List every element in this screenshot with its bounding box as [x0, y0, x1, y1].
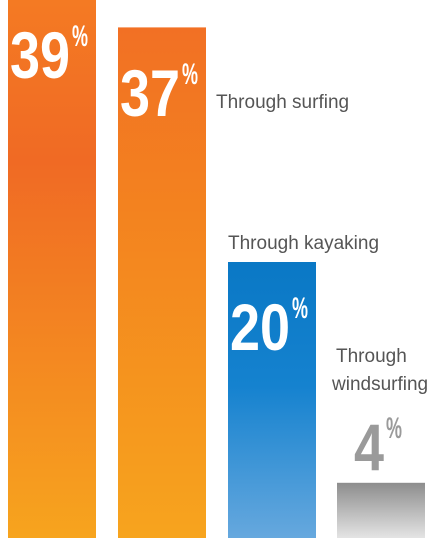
value-label-2: 37 — [120, 56, 180, 130]
category-label-3: Through kayaking — [228, 233, 379, 254]
value-label-1: 39 — [10, 18, 70, 92]
bar-1 — [8, 0, 96, 538]
category-label-4-line-2: windsurfing — [331, 374, 428, 395]
value-label-3: 20 — [230, 290, 290, 364]
bar-2 — [118, 27, 206, 538]
percent-sign-4: % — [386, 412, 402, 445]
bar-3 — [228, 262, 316, 538]
percent-sign-3: % — [292, 292, 308, 325]
percent-sign-2: % — [182, 58, 198, 91]
value-label-4: 4 — [354, 410, 384, 484]
percent-sign-1: % — [72, 20, 88, 53]
bar-4 — [337, 482, 425, 538]
category-label-2: Through surfing — [216, 92, 349, 113]
category-label-4-line-1: Through — [336, 346, 407, 367]
